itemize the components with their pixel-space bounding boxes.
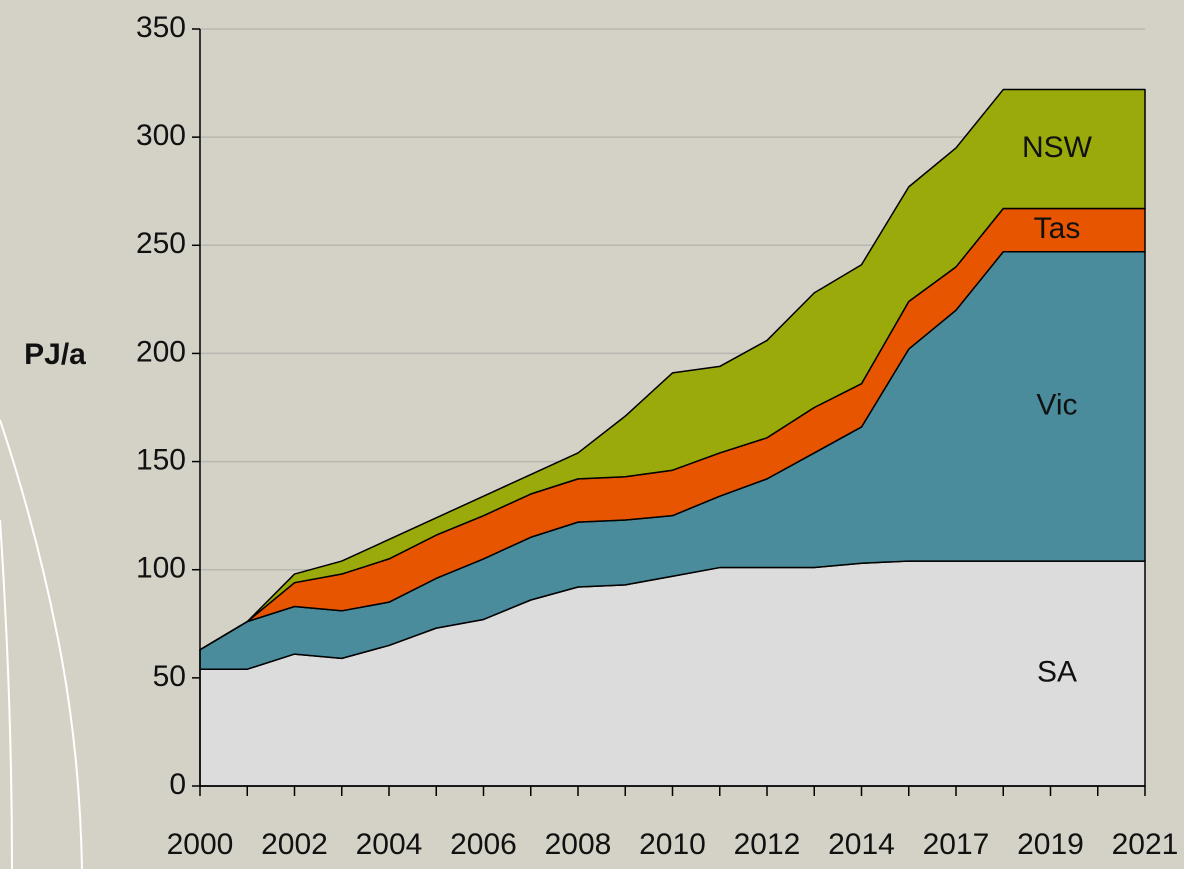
series-label: Tas [1034, 212, 1081, 245]
series-label: Vic [1036, 388, 1077, 421]
y-tick-label: 250 [136, 227, 186, 260]
x-tick-label: 2012 [734, 828, 801, 861]
x-tick-label: 2014 [828, 828, 895, 861]
x-tick-label: 2004 [356, 828, 423, 861]
x-tick-label: 2008 [545, 828, 612, 861]
x-tick-label: 2021 [1112, 828, 1179, 861]
y-tick-label: 200 [136, 335, 186, 368]
decoration [0, 419, 83, 869]
x-tick-label: 2006 [450, 828, 517, 861]
y-tick-label: 100 [136, 552, 186, 585]
x-tick-label: 2000 [167, 828, 234, 861]
areas: SA Vic Tas NSW [199, 88, 1146, 787]
y-tick-label: 150 [136, 443, 186, 476]
y-axis-label: PJ/a [24, 338, 86, 371]
x-tick-label: 2010 [639, 828, 706, 861]
series-label: SA [1037, 655, 1077, 688]
area [199, 88, 1146, 651]
x-tick-label: 2002 [261, 828, 328, 861]
y-tick-label: 50 [153, 660, 186, 693]
x-tick-label: 2017 [923, 828, 990, 861]
y-tick-label: 350 [136, 11, 186, 44]
decoration [0, 519, 13, 869]
x-tick-label: 2019 [1017, 828, 1084, 861]
axes: 0 50 100 150 200 250 300 350 2000 2002 2004 2006 200… [136, 11, 1178, 861]
series-label: NSW [1022, 131, 1093, 164]
y-tick-label: 0 [169, 768, 186, 801]
y-tick-label: 300 [136, 119, 186, 152]
